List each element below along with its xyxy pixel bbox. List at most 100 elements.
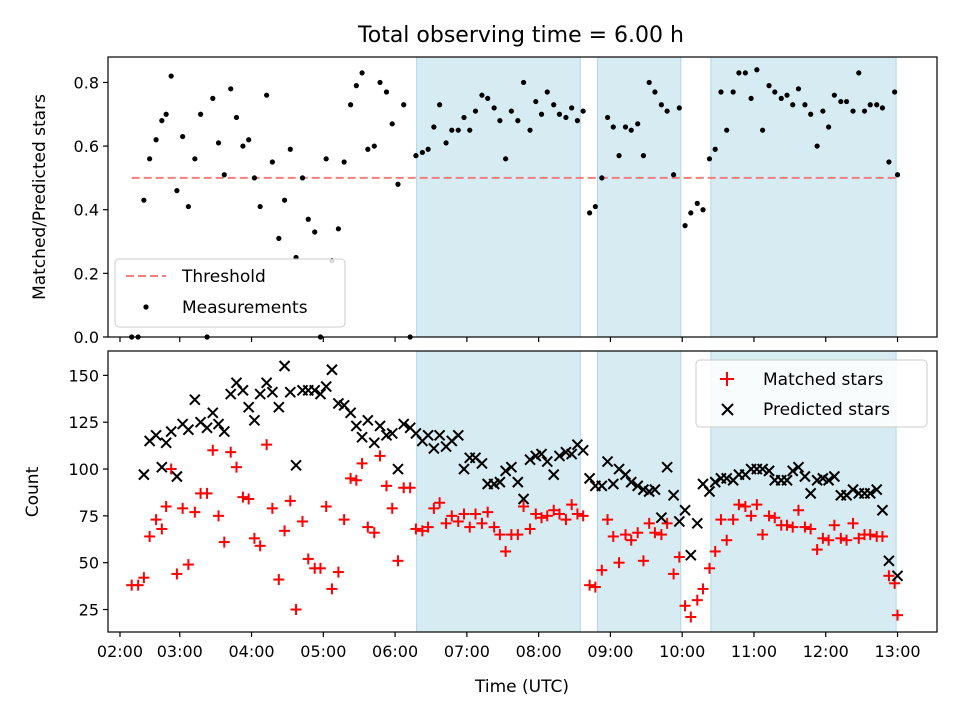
matched-star-point — [356, 457, 368, 469]
matched-star-point — [261, 439, 273, 451]
predicted-star-point — [691, 517, 703, 530]
ratio-legend-box — [114, 258, 346, 328]
predicted-star-point — [254, 388, 266, 400]
matched-star-point — [225, 446, 237, 458]
matched-star-points — [126, 439, 904, 623]
measurement-point — [520, 79, 527, 86]
matched-star-point — [571, 508, 583, 520]
matched-star-point — [374, 450, 386, 462]
matched-star-point — [464, 521, 476, 533]
predicted-star-point — [781, 474, 793, 486]
matched-star-point — [602, 514, 614, 526]
matched-star-point — [213, 510, 225, 522]
measurement-point — [682, 223, 688, 229]
matched-star-point — [721, 534, 733, 546]
measurement-point — [551, 102, 557, 108]
measurement-point — [197, 111, 204, 117]
matched-star-point — [835, 532, 847, 544]
matched-star-point — [446, 510, 458, 522]
matched-star-point — [541, 510, 553, 522]
figure-title: Total observing time = 6.00 h — [357, 23, 684, 48]
measurement-point — [515, 118, 521, 124]
predicted-star-point — [601, 455, 614, 468]
matched-star-point — [230, 461, 242, 473]
matched-star-point — [553, 508, 565, 520]
measurement-point — [264, 92, 270, 98]
predicted-star-point — [278, 360, 291, 372]
matched-star-point — [781, 519, 793, 531]
matched-star-point — [488, 521, 500, 533]
predicted-star-point — [847, 483, 859, 496]
matched-star-point — [709, 545, 721, 557]
legend-predicted-swatch — [721, 403, 734, 416]
measurement-points — [129, 67, 901, 340]
matched-star-point — [847, 517, 859, 529]
predicted-star-point — [386, 427, 398, 440]
matched-star-point — [643, 517, 655, 529]
measurement-point — [574, 118, 581, 124]
matched-star-point — [691, 594, 703, 606]
measurement-point — [497, 118, 503, 124]
measurement-point — [831, 92, 837, 98]
predicted-star-point — [266, 386, 279, 398]
matched-star-point — [279, 525, 291, 537]
legend-matched-label: Matched stars — [763, 370, 883, 390]
matched-star-point — [841, 534, 853, 546]
legend-matched-swatch — [720, 372, 734, 386]
matched-star-point — [805, 523, 817, 535]
matched-star-point — [607, 530, 619, 542]
predicted-star-point — [171, 470, 183, 483]
matched-star-point — [828, 519, 840, 531]
predicted-star-point — [212, 418, 225, 430]
predicted-star-point — [138, 468, 150, 481]
measurement-point — [538, 111, 545, 117]
matched-star-point — [876, 530, 888, 542]
matched-star-point — [404, 482, 416, 494]
predicted-star-point — [679, 504, 691, 516]
matched-star-point — [703, 562, 715, 574]
matched-star-point — [697, 583, 709, 595]
matched-star-point — [596, 564, 608, 576]
matched-star-point — [138, 572, 150, 584]
measurement-point — [622, 124, 629, 130]
matched-star-point — [512, 529, 524, 541]
measurement-point — [147, 156, 153, 162]
measurement-point — [312, 229, 318, 235]
measurement-point — [180, 133, 186, 140]
measurement-point — [240, 143, 246, 149]
matched-star-point — [763, 510, 775, 522]
predicted-star-point — [165, 425, 177, 438]
predicted-star-point — [156, 461, 168, 473]
measurement-point — [174, 188, 180, 194]
matched-star-point — [362, 521, 374, 533]
predicted-star-point — [260, 377, 273, 389]
predicted-star-point — [607, 478, 620, 490]
predicted-star-point — [160, 437, 172, 449]
x-tick-label: 09:00 — [587, 642, 633, 661]
measurement-point — [413, 153, 419, 159]
matched-star-point — [637, 555, 649, 567]
measurement-point — [527, 127, 533, 133]
y-tick-label: 100 — [68, 460, 99, 479]
predicted-star-point — [422, 429, 434, 442]
predicted-star-point — [326, 364, 338, 376]
predicted-star-point — [476, 457, 488, 470]
predicted-star-point — [822, 474, 835, 486]
matched-star-point — [428, 502, 440, 514]
predicted-star-point — [494, 476, 506, 488]
measurement-point — [221, 172, 227, 178]
predicted-star-point — [207, 407, 219, 419]
measurement-point — [766, 83, 772, 89]
matched-star-point — [290, 604, 302, 616]
measurement-point — [879, 105, 886, 111]
count-y-axis: 25 50 75 100 125 150 — [68, 366, 108, 620]
measurement-point — [228, 86, 234, 92]
predicted-star-point — [350, 420, 363, 432]
predicted-star-point — [548, 468, 560, 481]
matched-star-point — [368, 527, 380, 539]
matched-star-point — [189, 506, 201, 518]
matched-star-point — [853, 532, 865, 544]
measurement-point — [419, 149, 425, 156]
measurement-point — [287, 146, 293, 152]
matched-star-point — [518, 500, 530, 512]
